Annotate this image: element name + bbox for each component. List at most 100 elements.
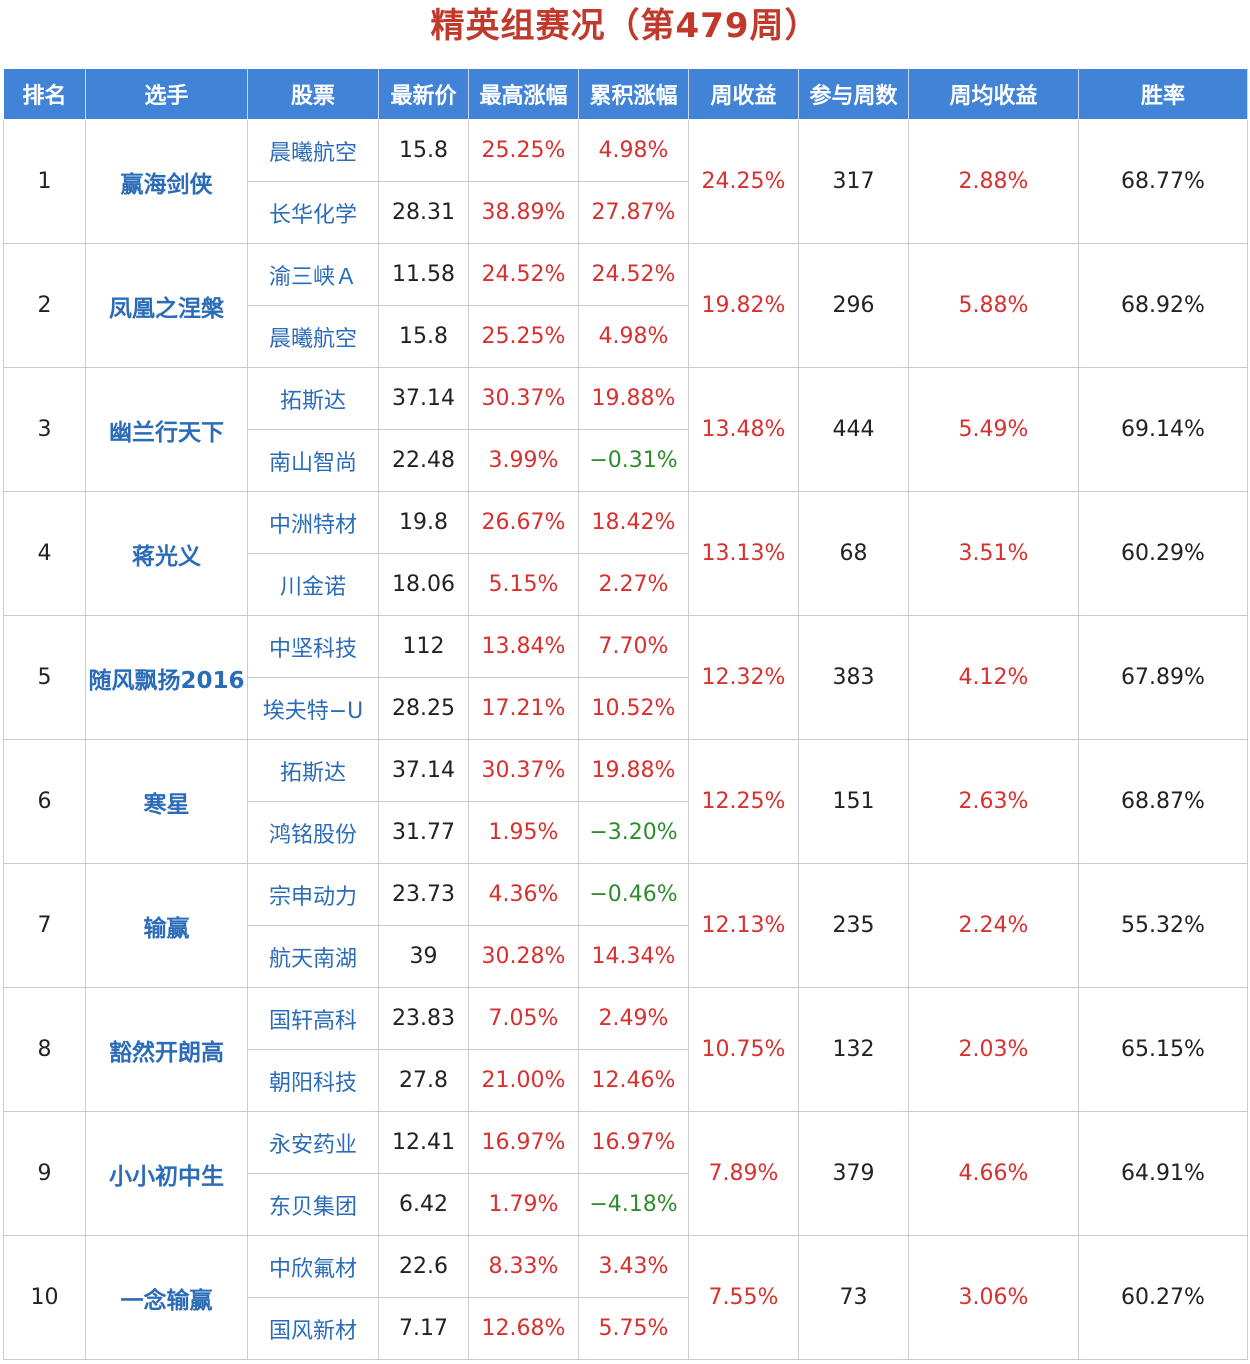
stock-name[interactable]: 鸿铭股份 (247, 801, 379, 864)
table-row: 东贝集团 6.42 1.79% −4.18% (4, 1173, 1248, 1236)
stock-name[interactable]: 埃夫特−U (247, 677, 379, 740)
player-name[interactable]: 豁然开朗高 (85, 987, 248, 1112)
max-gain-cell: 30.28% (468, 925, 579, 988)
price-cell: 39 (378, 925, 469, 988)
table-row: 2 凤凰之涅槃 渝三峡Ａ 11.58 24.52% 24.52% 19.82% 296 5.88… (3, 243, 1248, 368)
weeks-cell: 296 (798, 243, 909, 368)
weekly-return-cell: 10.75% (688, 987, 799, 1112)
cum-gain-cell: 24.52% (578, 243, 689, 306)
cum-gain-cell: 16.97% (578, 1111, 689, 1174)
header-price: 最新价 (378, 68, 469, 120)
header-cum-gain: 累积涨幅 (578, 68, 689, 120)
stock-name[interactable]: 中洲特材 (247, 491, 379, 554)
player-name[interactable]: 随风飘扬2016 (85, 615, 248, 740)
stock-name[interactable]: 南山智尚 (247, 429, 379, 492)
stock-name[interactable]: 晨曦航空 (247, 305, 379, 368)
avg-return-cell: 2.03% (908, 987, 1079, 1112)
cum-gain-cell: 4.98% (578, 119, 689, 182)
table-row: 南山智尚 22.48 3.99% −0.31% (4, 429, 1248, 492)
weeks-cell: 444 (798, 367, 909, 492)
win-rate-cell: 55.32% (1078, 863, 1248, 988)
avg-return-cell: 4.12% (908, 615, 1079, 740)
table-row: 3 幽兰行天下 拓斯达 37.14 30.37% 19.88% 13.48% 444 5.49%… (3, 367, 1248, 492)
cum-gain-cell: 27.87% (578, 181, 689, 244)
stock-name[interactable]: 国风新材 (247, 1297, 379, 1360)
header-rank: 排名 (3, 68, 86, 120)
header-weekly: 周收益 (688, 68, 799, 120)
stock-name[interactable]: 晨曦航空 (247, 119, 379, 182)
max-gain-cell: 16.97% (468, 1111, 579, 1174)
player-name[interactable]: 一念输赢 (85, 1235, 248, 1360)
cum-gain-cell: 4.98% (578, 305, 689, 368)
price-cell: 28.25 (378, 677, 469, 740)
player-name[interactable]: 幽兰行天下 (85, 367, 248, 492)
stock-name[interactable]: 朝阳科技 (247, 1049, 379, 1112)
cum-gain-cell: 5.75% (578, 1297, 689, 1360)
avg-return-cell: 2.63% (908, 739, 1079, 864)
price-cell: 6.42 (378, 1173, 469, 1236)
price-cell: 28.31 (378, 181, 469, 244)
stock-name[interactable]: 永安药业 (247, 1111, 379, 1174)
weeks-cell: 151 (798, 739, 909, 864)
rank-cell: 3 (3, 367, 86, 492)
table-row: 晨曦航空 15.8 25.25% 4.98% (4, 305, 1248, 368)
page-title: 精英组赛况（第479周） (430, 6, 820, 46)
cum-gain-cell: 19.88% (578, 739, 689, 802)
stock-name[interactable]: 航天南湖 (247, 925, 379, 988)
cum-gain-cell: −3.20% (578, 801, 689, 864)
max-gain-cell: 13.84% (468, 615, 579, 678)
player-name[interactable]: 小小初中生 (85, 1111, 248, 1236)
stock-name[interactable]: 东贝集团 (247, 1173, 379, 1236)
stock-name[interactable]: 宗申动力 (247, 863, 379, 926)
weeks-cell: 132 (798, 987, 909, 1112)
table-row: 国风新材 7.17 12.68% 5.75% (4, 1297, 1248, 1360)
weeks-cell: 235 (798, 863, 909, 988)
rank-cell: 4 (3, 491, 86, 616)
stock-name[interactable]: 中坚科技 (247, 615, 379, 678)
max-gain-cell: 30.37% (468, 739, 579, 802)
player-name[interactable]: 凤凰之涅槃 (85, 243, 248, 368)
cum-gain-cell: 3.43% (578, 1235, 689, 1298)
avg-return-cell: 4.66% (908, 1111, 1079, 1236)
cum-gain-cell: 7.70% (578, 615, 689, 678)
max-gain-cell: 24.52% (468, 243, 579, 306)
price-cell: 7.17 (378, 1297, 469, 1360)
table-row: 5 随风飘扬2016 中坚科技 112 13.84% 7.70% 12.32% 383 4.12… (3, 615, 1248, 740)
weekly-return-cell: 7.55% (688, 1235, 799, 1360)
win-rate-cell: 65.15% (1078, 987, 1248, 1112)
win-rate-cell: 67.89% (1078, 615, 1248, 740)
max-gain-cell: 1.95% (468, 801, 579, 864)
stock-name[interactable]: 川金诺 (247, 553, 379, 616)
player-name[interactable]: 输赢 (85, 863, 248, 988)
stock-name[interactable]: 拓斯达 (247, 367, 379, 430)
player-name[interactable]: 寒星 (85, 739, 248, 864)
max-gain-cell: 30.37% (468, 367, 579, 430)
rank-cell: 6 (3, 739, 86, 864)
max-gain-cell: 25.25% (468, 119, 579, 182)
table-row: 1 赢海剑侠 晨曦航空 15.8 25.25% 4.98% 24.25% 317 2.88% 68… (3, 119, 1248, 244)
max-gain-cell: 26.67% (468, 491, 579, 554)
price-cell: 19.8 (378, 491, 469, 554)
stock-name[interactable]: 中欣氟材 (247, 1235, 379, 1298)
weekly-return-cell: 13.13% (688, 491, 799, 616)
rank-cell: 1 (3, 119, 86, 244)
stock-name[interactable]: 拓斯达 (247, 739, 379, 802)
price-cell: 15.8 (378, 119, 469, 182)
stock-name[interactable]: 长华化学 (247, 181, 379, 244)
weekly-return-cell: 7.89% (688, 1111, 799, 1236)
price-cell: 31.77 (378, 801, 469, 864)
price-cell: 22.6 (378, 1235, 469, 1298)
stock-name[interactable]: 渝三峡Ａ (247, 243, 379, 306)
stock-name[interactable]: 国轩高科 (247, 987, 379, 1050)
header-stock: 股票 (247, 68, 379, 120)
player-name[interactable]: 赢海剑侠 (85, 119, 248, 244)
price-cell: 18.06 (378, 553, 469, 616)
rank-cell: 9 (3, 1111, 86, 1236)
player-name[interactable]: 蒋光义 (85, 491, 248, 616)
header-win-rate: 胜率 (1078, 68, 1248, 120)
header-row: 排名 选手 股票 最新价 最高涨幅 累积涨幅 周收益 参与周数 周均收益 胜率 (3, 68, 1248, 120)
weeks-cell: 73 (798, 1235, 909, 1360)
max-gain-cell: 4.36% (468, 863, 579, 926)
cum-gain-cell: 18.42% (578, 491, 689, 554)
win-rate-cell: 68.92% (1078, 243, 1248, 368)
